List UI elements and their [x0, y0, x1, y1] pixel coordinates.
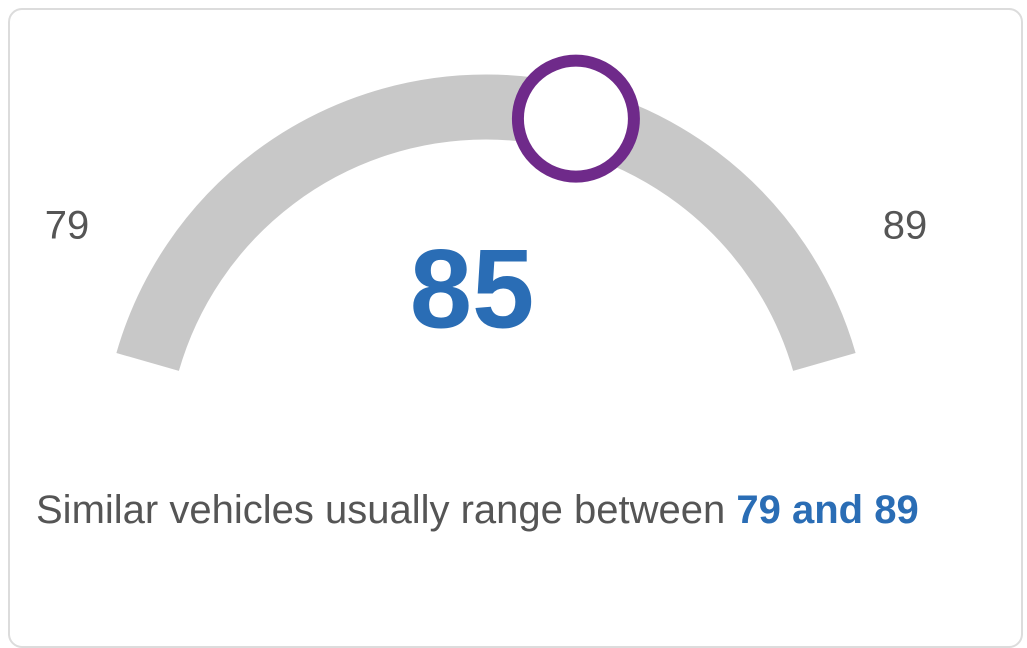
gauge-min-label: 79 [45, 204, 90, 248]
gauge-value-label: 85 [410, 227, 535, 352]
caption: Similar vehicles usually range between 7… [36, 488, 919, 533]
caption-highlight: 79 and 89 [736, 488, 919, 532]
gauge-marker [511, 54, 640, 183]
gauge: 79 89 85 [45, 54, 928, 371]
gauge-track [116, 74, 856, 371]
caption-text: Similar vehicles usually range between [36, 488, 726, 532]
page: 79 89 85 Similar vehicles usually range … [8, 8, 1023, 648]
gauge-max-label: 89 [883, 204, 928, 248]
